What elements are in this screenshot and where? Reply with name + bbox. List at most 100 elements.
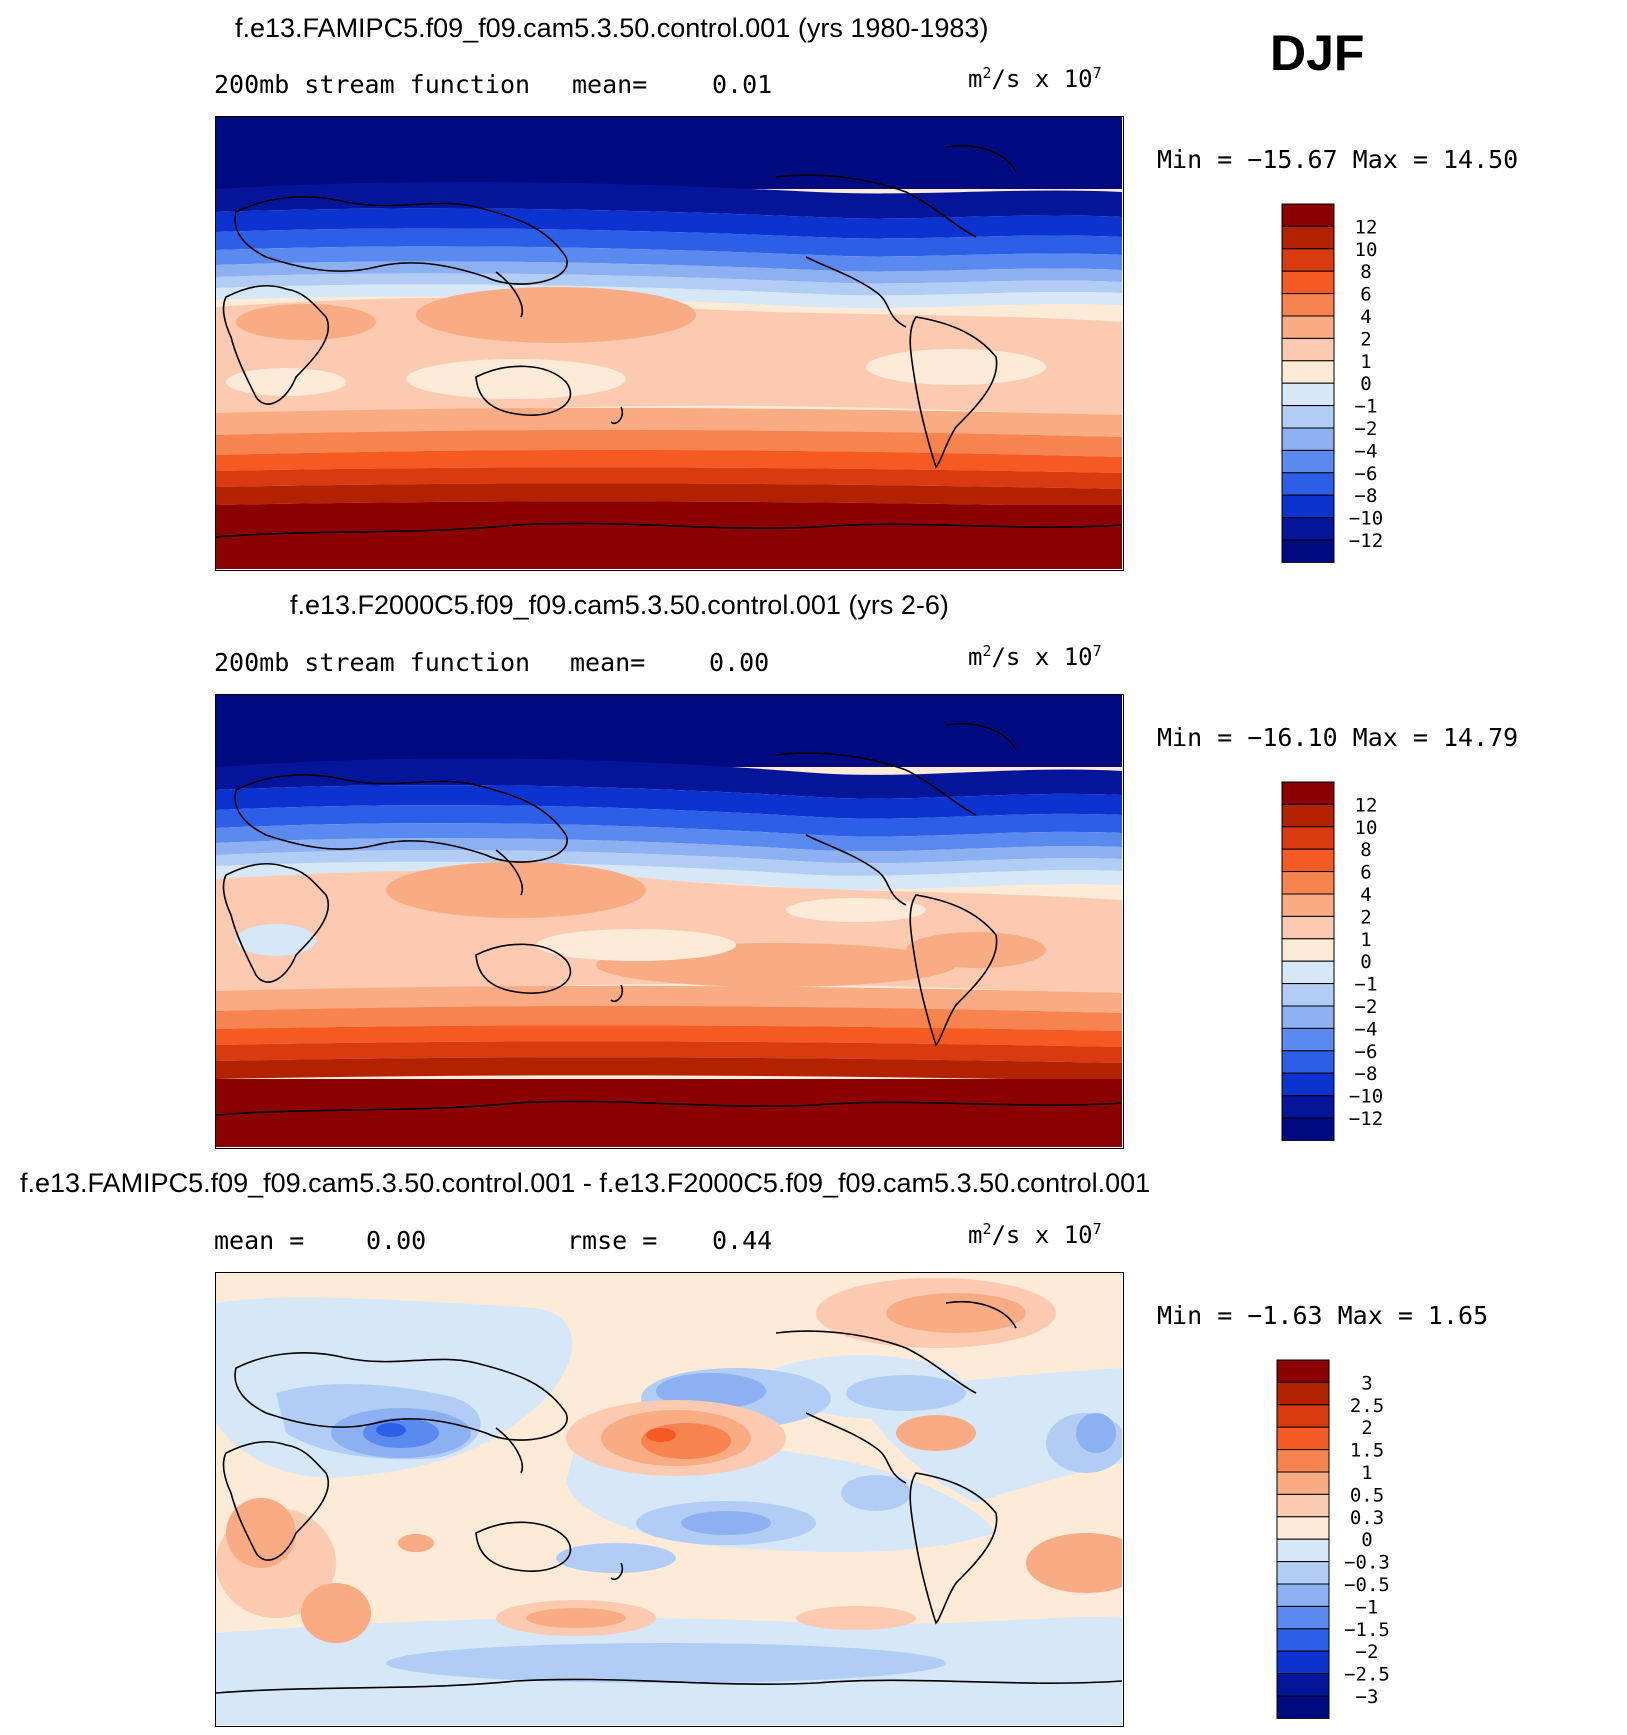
colorbar-swatch bbox=[1281, 1050, 1335, 1074]
colorbar-swatch bbox=[1281, 893, 1335, 917]
colorbar-tick-label: −2.5 bbox=[1344, 1664, 1390, 1686]
colorbar-swatch bbox=[1281, 494, 1335, 519]
colorbar-tick-label: 1.5 bbox=[1350, 1440, 1384, 1462]
colorbar-swatch bbox=[1276, 1381, 1330, 1406]
colorbar-tick-label: −1.5 bbox=[1344, 1619, 1390, 1641]
colorbar-tick-label: −2 bbox=[1356, 1641, 1379, 1663]
colorbar-tick-label: −4 bbox=[1355, 1018, 1378, 1040]
panel1-mean-value: 0.01 bbox=[712, 70, 773, 99]
panel1-title: f.e13.FAMIPC5.f09_f09.cam5.3.50.control.… bbox=[235, 13, 989, 43]
colorbar-swatch bbox=[1281, 517, 1335, 541]
colorbar-tick-label: −10 bbox=[1349, 1086, 1383, 1108]
colorbar-swatch bbox=[1276, 1561, 1330, 1585]
colorbar-swatch bbox=[1276, 1695, 1330, 1719]
panel3-contour-field bbox=[216, 1273, 1122, 1725]
colorbar-swatch bbox=[1281, 337, 1335, 362]
colorbar-tick-label: 0.5 bbox=[1350, 1484, 1384, 1506]
colorbar-swatch bbox=[1276, 1516, 1330, 1540]
colorbar-tick-label: −2 bbox=[1355, 418, 1378, 440]
colorbar-swatch bbox=[1281, 826, 1335, 850]
colorbar-swatch bbox=[1281, 1005, 1335, 1029]
colorbar-tick-label: −12 bbox=[1349, 1108, 1383, 1130]
colorbar-swatch bbox=[1276, 1673, 1330, 1697]
colorbar-tick-label: −0.3 bbox=[1344, 1552, 1390, 1574]
colorbar-swatch bbox=[1281, 427, 1335, 451]
colorbar-swatch bbox=[1281, 405, 1335, 429]
colorbar-swatch bbox=[1281, 1027, 1335, 1052]
colorbar-swatch bbox=[1276, 1471, 1330, 1495]
colorbar-swatch bbox=[1276, 1449, 1330, 1473]
panel3-rmse-value: 0.44 bbox=[712, 1226, 773, 1255]
colorbar-tick-label: 4 bbox=[1360, 884, 1371, 906]
colorbar-swatch bbox=[1281, 1095, 1335, 1119]
colorbar-tick-label: 0 bbox=[1361, 1529, 1372, 1551]
panel1-variable-label: 200mb stream function bbox=[214, 70, 531, 99]
colorbar-swatch bbox=[1281, 248, 1335, 272]
colorbar-tick-label: −10 bbox=[1349, 508, 1383, 530]
panel2-units: m2/s x 107 bbox=[968, 642, 1102, 671]
colorbar-swatch bbox=[1276, 1538, 1330, 1563]
colorbar-swatch bbox=[1281, 449, 1335, 474]
colorbar-tick-label: 8 bbox=[1360, 261, 1371, 283]
colorbar-tick-label: −4 bbox=[1355, 440, 1378, 462]
panel2-title: f.e13.F2000C5.f09_f09.cam5.3.50.control.… bbox=[290, 590, 949, 620]
colorbar-tick-label: −1 bbox=[1355, 396, 1378, 418]
colorbar-swatch bbox=[1276, 1426, 1330, 1451]
colorbar-tick-label: 3 bbox=[1361, 1372, 1372, 1394]
colorbar-tick-label: 0 bbox=[1360, 951, 1371, 973]
colorbar-tick-label: 12 bbox=[1355, 216, 1378, 238]
colorbar-swatch bbox=[1276, 1493, 1330, 1518]
colorbar-swatch bbox=[1276, 1404, 1330, 1428]
colorbar-swatch bbox=[1281, 225, 1335, 250]
panel2-mean-label: mean= bbox=[570, 648, 646, 677]
colorbar-tick-label: 2 bbox=[1360, 328, 1371, 350]
colorbar-tick-label: 6 bbox=[1360, 862, 1371, 884]
colorbar-swatch bbox=[1281, 315, 1335, 339]
colorbar-tick-label: −2 bbox=[1355, 996, 1378, 1018]
colorbar-tick-label: −1 bbox=[1355, 974, 1378, 996]
colorbar-swatch bbox=[1281, 293, 1335, 317]
colorbar-tick-label: 1 bbox=[1361, 1462, 1372, 1484]
colorbar-tick-label: 2 bbox=[1361, 1417, 1372, 1439]
colorbar-swatch bbox=[1276, 1359, 1330, 1383]
colorbar-swatch bbox=[1281, 803, 1335, 828]
panel3-colorbar: 3 2.5 2 1.5 1 0.5 0.3 0 −0.3 −0.5 −1 −1.5 −2 −2.5 −3 bbox=[1276, 1359, 1407, 1720]
colorbar-swatch bbox=[1281, 983, 1335, 1007]
panel3-title: f.e13.FAMIPC5.f09_f09.cam5.3.50.control.… bbox=[20, 1168, 1151, 1198]
panel1-units: m2/s x 107 bbox=[968, 64, 1102, 93]
colorbar-swatch bbox=[1281, 960, 1335, 985]
colorbar-tick-label: −3 bbox=[1356, 1686, 1379, 1708]
colorbar-swatch bbox=[1281, 848, 1335, 873]
colorbar-tick-label: −6 bbox=[1355, 1041, 1378, 1063]
panel1-mean-label: mean= bbox=[572, 70, 648, 99]
colorbar-swatch bbox=[1276, 1628, 1330, 1652]
colorbar-tick-label: 2.5 bbox=[1350, 1395, 1384, 1417]
colorbar-tick-label: −12 bbox=[1349, 530, 1383, 552]
colorbar-swatch bbox=[1281, 1117, 1335, 1141]
panel2-minmax: Min = −16.10 Max = 14.79 bbox=[1157, 723, 1519, 752]
colorbar-tick-label: 8 bbox=[1360, 839, 1371, 861]
colorbar-tick-label: 12 bbox=[1355, 794, 1378, 816]
panel3-mean-value: 0.00 bbox=[366, 1226, 427, 1255]
panel1-colorbar: 12 10 8 6 4 2 1 0 −1 −2 −4 −6 −8 −10 −12 bbox=[1281, 203, 1402, 564]
panel2-mean-value: 0.00 bbox=[709, 648, 770, 677]
colorbar-swatch bbox=[1276, 1650, 1330, 1675]
colorbar-tick-label: −0.5 bbox=[1344, 1574, 1390, 1596]
colorbar-swatch bbox=[1276, 1605, 1330, 1630]
colorbar-tick-label: 4 bbox=[1360, 306, 1371, 328]
colorbar-tick-label: 2 bbox=[1360, 906, 1371, 928]
colorbar-swatch bbox=[1281, 539, 1335, 563]
colorbar-tick-label: 1 bbox=[1360, 351, 1371, 373]
colorbar-tick-label: −8 bbox=[1355, 485, 1378, 507]
colorbar-swatch bbox=[1281, 472, 1335, 496]
colorbar-swatch bbox=[1281, 915, 1335, 940]
panel3-rmse-label: rmse = bbox=[567, 1226, 658, 1255]
panel3-minmax: Min = −1.63 Max = 1.65 bbox=[1157, 1301, 1489, 1330]
colorbar-tick-label: 10 bbox=[1355, 817, 1378, 839]
panel3-mean-label: mean = bbox=[214, 1226, 305, 1255]
panel1-contour-field bbox=[216, 117, 1122, 569]
colorbar-swatch bbox=[1281, 871, 1335, 895]
colorbar-swatch bbox=[1281, 360, 1335, 384]
season-label: DJF bbox=[1270, 25, 1365, 81]
colorbar-tick-label: −8 bbox=[1355, 1063, 1378, 1085]
